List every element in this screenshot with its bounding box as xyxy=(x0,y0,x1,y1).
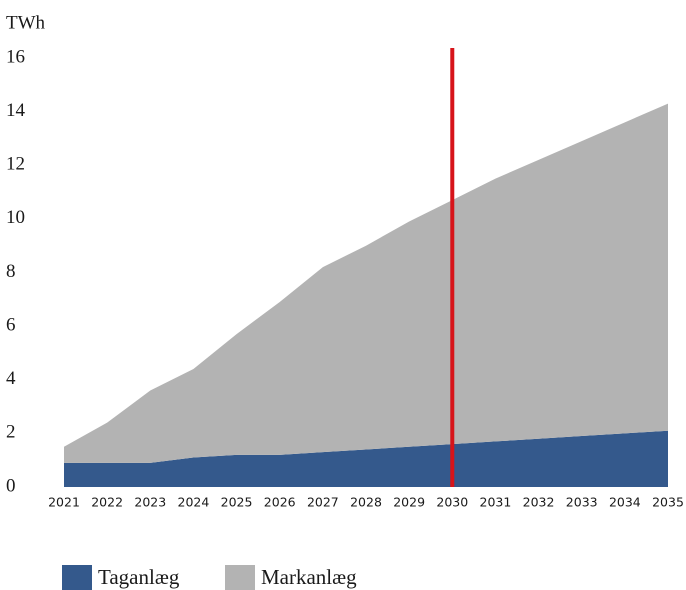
x-tick-label: 2025 xyxy=(221,495,253,510)
legend-label: Taganlæg xyxy=(98,565,180,589)
x-tick-label: 2028 xyxy=(350,495,382,510)
y-tick-label: 10 xyxy=(6,207,25,228)
x-tick-label: 2032 xyxy=(523,495,555,510)
x-tick-label: 2026 xyxy=(264,495,296,510)
legend-swatch xyxy=(62,565,92,590)
legend-label: Markanlæg xyxy=(261,565,357,589)
y-tick-label: 2 xyxy=(6,422,16,443)
y-tick-label: 8 xyxy=(6,261,16,282)
x-tick-label: 2021 xyxy=(48,495,80,510)
x-tick-label: 2034 xyxy=(609,495,641,510)
x-tick-label: 2022 xyxy=(91,495,123,510)
x-tick-label: 2029 xyxy=(393,495,425,510)
legend-swatch xyxy=(225,565,255,590)
y-tick-label: 16 xyxy=(6,46,25,67)
x-tick-label: 2027 xyxy=(307,495,339,510)
x-tick-label: 2035 xyxy=(652,495,684,510)
x-tick-label: 2033 xyxy=(566,495,598,510)
y-tick-label: 6 xyxy=(6,314,16,335)
y-tick-label: 4 xyxy=(6,368,16,389)
x-tick-label: 2031 xyxy=(480,495,512,510)
area xyxy=(64,430,668,487)
y-tick-label: 12 xyxy=(6,154,25,175)
x-tick-label: 2023 xyxy=(134,495,166,510)
y-tick-label: 0 xyxy=(6,475,16,496)
y-axis-label: TWh xyxy=(6,12,46,33)
area xyxy=(64,103,668,463)
x-tick-label: 2024 xyxy=(178,495,210,510)
x-tick-label: 2030 xyxy=(436,495,468,510)
y-tick-label: 14 xyxy=(6,100,26,121)
